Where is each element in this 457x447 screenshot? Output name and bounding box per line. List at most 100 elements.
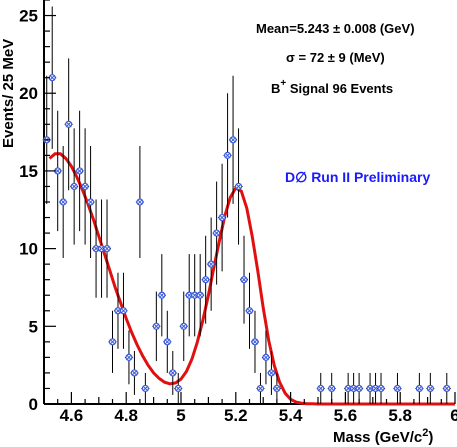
y-tick-label: 0 bbox=[29, 395, 38, 414]
data-point bbox=[103, 199, 112, 298]
x-tick-label: 5.8 bbox=[388, 406, 412, 425]
annotation-signal-base: B bbox=[271, 81, 280, 96]
data-point bbox=[415, 372, 424, 404]
point-cross bbox=[55, 168, 61, 174]
point-cross bbox=[274, 385, 280, 392]
point-cross bbox=[115, 308, 121, 314]
data-point bbox=[163, 310, 172, 373]
data-point bbox=[393, 372, 402, 404]
y-tick-label: 25 bbox=[19, 7, 38, 26]
x-axis-title-close: ) bbox=[428, 429, 433, 446]
point-cross bbox=[142, 385, 148, 392]
data-point bbox=[168, 350, 177, 395]
point-cross bbox=[175, 385, 181, 392]
x-tick-label: 6 bbox=[450, 406, 457, 425]
point-cross bbox=[93, 246, 99, 252]
point-cross bbox=[77, 168, 83, 174]
annotation-mean: Mean=5.243 ± 0.008 (GeV) bbox=[256, 21, 415, 36]
data-point bbox=[75, 110, 84, 232]
data-point bbox=[201, 235, 210, 324]
data-point bbox=[81, 128, 90, 245]
data-point bbox=[59, 145, 68, 259]
data-point bbox=[245, 272, 254, 349]
point-cross bbox=[153, 323, 159, 329]
data-point bbox=[442, 372, 451, 404]
data-point bbox=[240, 235, 249, 324]
data-point bbox=[124, 330, 133, 385]
point-cross bbox=[345, 385, 351, 392]
x-tick-label: 5.2 bbox=[224, 406, 248, 425]
y-tick-label: 5 bbox=[29, 317, 38, 336]
point-cross bbox=[427, 385, 433, 392]
data-point bbox=[207, 217, 216, 311]
data-point bbox=[135, 145, 144, 259]
point-cross bbox=[246, 308, 253, 314]
point-cross bbox=[257, 385, 264, 392]
data-point bbox=[108, 310, 117, 373]
data-point bbox=[377, 372, 386, 404]
data-point bbox=[267, 350, 276, 395]
point-cross bbox=[378, 385, 384, 392]
y-tick-label: 20 bbox=[19, 84, 38, 103]
data-point bbox=[152, 291, 161, 362]
point-cross bbox=[192, 292, 198, 298]
point-cross bbox=[186, 292, 192, 298]
point-cross bbox=[120, 308, 127, 314]
data-point bbox=[218, 163, 227, 272]
point-cross bbox=[88, 199, 94, 205]
data-point bbox=[157, 254, 166, 337]
point-cross bbox=[263, 354, 269, 360]
x-tick-label: 4.6 bbox=[60, 406, 84, 425]
data-point bbox=[371, 372, 380, 404]
point-cross bbox=[98, 246, 105, 252]
x-tick-label: 4.8 bbox=[114, 406, 138, 425]
point-cross bbox=[203, 277, 209, 283]
data-points bbox=[42, 6, 451, 404]
data-point bbox=[250, 310, 259, 373]
point-cross bbox=[241, 277, 247, 283]
data-point bbox=[130, 350, 139, 395]
data-point bbox=[229, 75, 238, 204]
x-tick-label: 5.6 bbox=[334, 406, 358, 425]
point-cross bbox=[164, 339, 170, 345]
data-point bbox=[366, 372, 375, 404]
axis-ticks bbox=[43, 0, 456, 405]
point-cross bbox=[49, 75, 55, 81]
data-point bbox=[344, 372, 353, 404]
point-cross bbox=[372, 385, 379, 392]
data-point bbox=[64, 58, 73, 191]
x-axis-title-sup: 2 bbox=[422, 427, 428, 439]
annotation-signal-sup: + bbox=[280, 78, 286, 89]
annotation-signal-rest: Signal 96 Events bbox=[286, 81, 393, 96]
point-cross bbox=[329, 385, 335, 392]
data-point bbox=[316, 372, 325, 404]
point-cross bbox=[208, 261, 214, 267]
data-point bbox=[223, 93, 232, 218]
data-point bbox=[261, 330, 270, 385]
data-point bbox=[70, 128, 79, 245]
tick-labels: 4.6 4.8 5 5.2 5.4 5.6 5.8 6 0 5 10 15 20 25 bbox=[19, 7, 457, 425]
data-point bbox=[174, 372, 183, 404]
data-point bbox=[234, 128, 243, 245]
y-tick-label: 15 bbox=[19, 162, 38, 181]
point-cross bbox=[71, 183, 77, 190]
point-cross bbox=[181, 323, 187, 329]
fit-curve bbox=[48, 152, 455, 406]
data-point bbox=[327, 372, 336, 404]
point-cross bbox=[170, 370, 176, 376]
annotation-signal: B+ Signal 96 Events bbox=[271, 78, 393, 96]
point-cross bbox=[137, 199, 143, 205]
point-cross bbox=[444, 385, 450, 392]
data-point bbox=[212, 181, 221, 285]
point-cross bbox=[230, 137, 236, 143]
x-tick-label: 5.4 bbox=[279, 406, 303, 425]
point-cross bbox=[66, 121, 72, 127]
point-cross bbox=[104, 246, 110, 252]
point-cross bbox=[219, 214, 225, 221]
point-cross bbox=[60, 199, 66, 205]
x-axis-title: Mass (GeV/c2) bbox=[333, 427, 433, 446]
annotation-sigma: σ = 72 ± 9 (MeV) bbox=[286, 50, 385, 65]
y-tick-label: 10 bbox=[19, 240, 38, 259]
data-point bbox=[119, 272, 128, 349]
